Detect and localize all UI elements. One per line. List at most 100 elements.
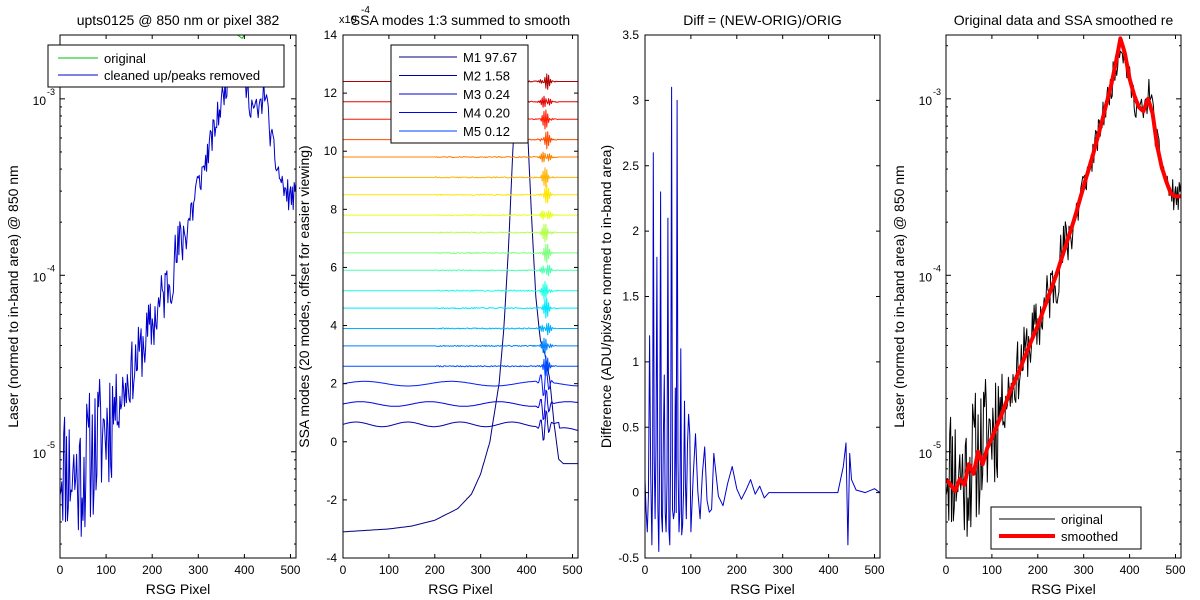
axes-frame [342,34,579,559]
mode-16-line [343,151,578,163]
y-tick-exponent: -3 [47,87,55,97]
y-tick-label: 10 [33,270,47,284]
x-tick-label: 500 [562,563,582,577]
legend-label: smoothed [1061,529,1118,544]
y-tick-label: 2 [632,224,639,238]
x-axis-label: RSG Pixel [1031,581,1096,597]
y-tick-label: 10 [919,270,933,284]
y-tick-exponent: -3 [933,87,941,97]
chart-title: upts0125 @ 850 nm or pixel 382 [77,12,280,28]
legend-label: M5 0.12 [463,124,510,139]
mode-7-line [343,322,578,336]
y-tick-label: 0.5 [622,420,639,434]
chart-title: SSA modes 1:3 summed to smooth [351,12,570,28]
legend: M1 97.67 M2 1.58 M3 0.24 M4 0.20 M5 0.12 [390,44,529,144]
y-tick-label: 10 [919,447,933,461]
x-tick-label: 400 [234,563,254,577]
series-smoothed-line [946,36,1181,493]
y-tick-label: 10 [324,144,338,158]
mode-1-line [343,60,578,533]
legend: original smoothed [990,506,1142,550]
mode-10-line [343,264,578,277]
y-multiplier: x10 [339,14,357,26]
x-tick-label: 400 [517,563,537,577]
x-tick-label: 500 [864,563,884,577]
mode-4-line [343,366,578,396]
series-cleaned-line [60,50,296,537]
y-axis-label: Laser (normed to in-band area) @ 850 nm [891,165,907,427]
x-tick-label: 300 [188,563,208,577]
mode-2-line [343,410,578,441]
mode-13-line [343,210,578,221]
x-tick-label: 300 [773,563,793,577]
series-diff-line [645,86,880,552]
x-tick-label: 0 [642,563,649,577]
y-tick-label: 10 [33,447,47,461]
legend-label: original [1061,512,1103,527]
y-axis-label: SSA modes (20 modes, offset for easier v… [296,145,312,447]
x-tick-label: 200 [1028,563,1048,577]
y-tick-exponent: -4 [47,263,55,273]
legend-label: M1 97.67 [463,50,517,65]
axes-frame [644,34,881,559]
y-tick-exponent: -4 [933,263,941,273]
y-tick-label: 8 [330,202,337,216]
x-tick-label: 0 [943,563,950,577]
mode-8-line [343,297,578,319]
y-tick-exponent: -5 [933,440,941,450]
y-axis-label: Difference (ADU/pix/sec normed to in-ban… [598,145,614,448]
y-tick-exponent: -5 [47,440,55,450]
mode-12-line [343,223,578,243]
mode-6-line [343,337,578,355]
x-axis-label: RSG Pixel [730,581,795,597]
y-multiplier-exponent: -4 [361,5,370,16]
x-tick-label: 500 [280,563,300,577]
x-tick-label: 100 [96,563,116,577]
y-tick-label: 1.5 [622,290,639,304]
x-tick-label: 200 [727,563,747,577]
x-tick-label: 100 [379,563,399,577]
y-tick-label: 0 [330,435,337,449]
mode-5-line [343,355,578,376]
plot-area [946,36,1181,537]
y-tick-label: 2.5 [622,159,639,173]
y-tick-label: 10 [919,94,933,108]
x-tick-label: 300 [471,563,491,577]
y-tick-label: 4 [330,319,337,333]
y-axis-label: Laser (normed to in-band area) @ 850 nm [5,165,21,427]
y-tick-label: 3 [632,93,639,107]
y-tick-label: 14 [324,28,338,42]
x-tick-label: 100 [681,563,701,577]
mode-15-line [343,167,578,188]
x-tick-label: 400 [1120,563,1140,577]
x-tick-label: 400 [819,563,839,577]
mode-14-line [343,184,578,204]
y-tick-label: -0.5 [618,551,639,565]
x-tick-label: 200 [425,563,445,577]
mode-3-line [343,389,578,420]
axes-frame [945,34,1182,559]
legend-label: original [104,51,146,66]
y-tick-label: 0 [632,486,639,500]
legend-label: M4 0.20 [463,106,510,121]
y-tick-label: 3.5 [622,28,639,42]
x-tick-label: 500 [1165,563,1185,577]
x-tick-label: 100 [982,563,1002,577]
mode-11-line [343,243,578,264]
plot-area [645,86,880,552]
y-tick-label: 6 [330,260,337,274]
series-original-line [946,49,1181,537]
legend-box [47,44,285,88]
y-tick-label: -4 [326,551,337,565]
legend-box [990,506,1142,550]
plot-area [343,60,578,533]
chart-title: Diff = (NEW-ORIG)/ORIG [683,12,842,28]
chart-title: Original data and SSA smoothed re [954,12,1174,28]
x-axis-label: RSG Pixel [146,581,211,597]
y-tick-label: -2 [326,493,337,507]
x-tick-label: 200 [142,563,162,577]
y-tick-label: 2 [330,377,337,391]
axes-frame [59,34,297,559]
